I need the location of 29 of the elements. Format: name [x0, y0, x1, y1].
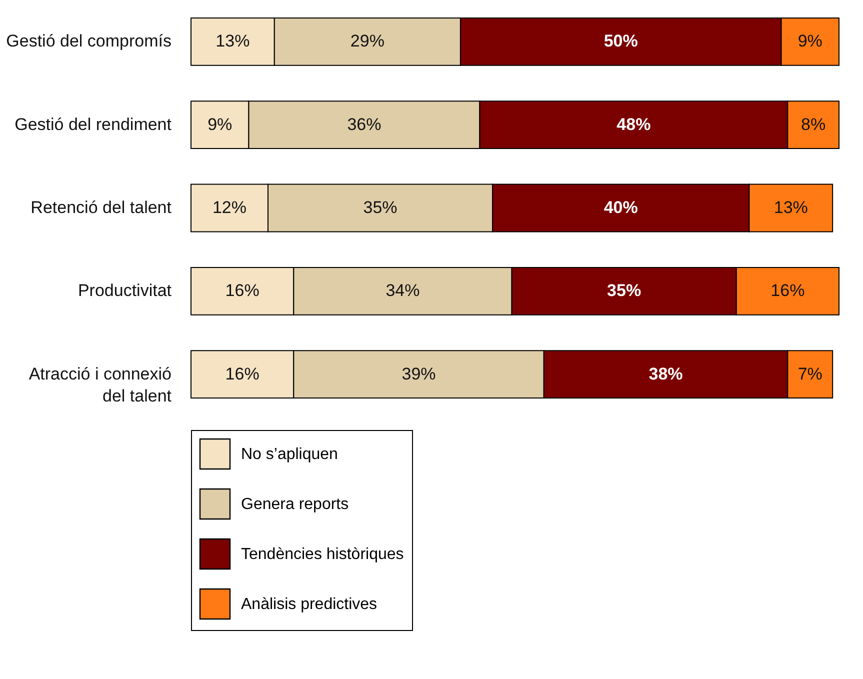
data-label: 50%: [604, 32, 638, 51]
data-label: 34%: [386, 281, 420, 300]
data-label: 39%: [402, 364, 436, 384]
data-label: 40%: [604, 198, 638, 217]
data-label: 7%: [798, 364, 822, 384]
data-label: 36%: [347, 114, 382, 134]
y-tick-label: Gestió del rendiment: [14, 114, 172, 134]
data-label: 29%: [350, 32, 384, 51]
data-label: 48%: [616, 114, 651, 134]
y-tick-label: Atracció i connexió del talent: [28, 364, 172, 406]
data-label: 8%: [801, 114, 826, 134]
legend-label: No s’apliquen: [241, 446, 338, 463]
legend-label: Tendències històriques: [241, 546, 404, 563]
legend-label: Anàlisis predictives: [241, 596, 378, 613]
data-label: 35%: [607, 281, 642, 300]
data-label: 16%: [225, 281, 260, 300]
data-label: 12%: [212, 198, 247, 217]
legend-label: Genera reports: [241, 496, 349, 513]
data-label: 38%: [648, 364, 683, 384]
data-label: 13%: [774, 198, 808, 217]
data-label: 13%: [216, 32, 250, 51]
data-label: 16%: [225, 364, 260, 384]
y-tick-label: Productivitat: [78, 281, 172, 300]
data-label: 16%: [770, 281, 805, 300]
y-tick-label: Retenció del talent: [30, 198, 172, 217]
data-label: 9%: [798, 32, 822, 51]
y-tick-label: Gestió del compromís: [6, 32, 172, 51]
data-label: 35%: [363, 198, 398, 217]
data-label: 9%: [208, 114, 232, 134]
